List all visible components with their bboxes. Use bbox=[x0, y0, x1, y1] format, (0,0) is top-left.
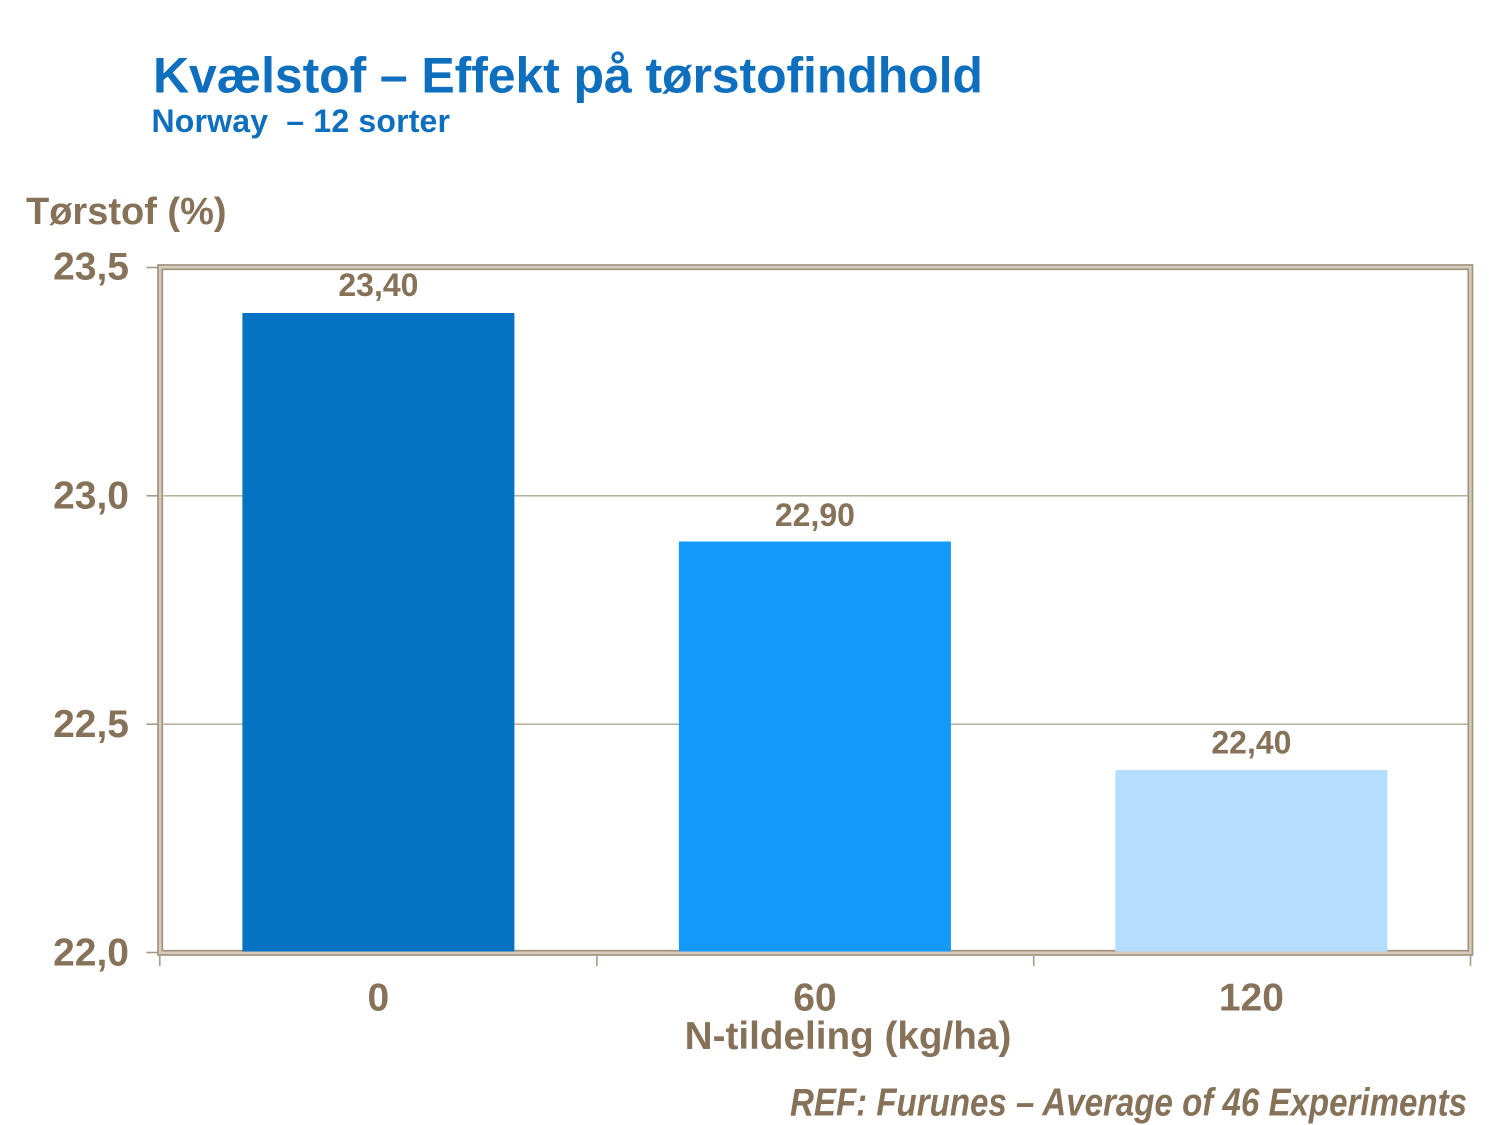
svg-text:23,0: 23,0 bbox=[53, 475, 129, 518]
svg-text:22,40: 22,40 bbox=[1211, 725, 1291, 761]
svg-text:23,40: 23,40 bbox=[338, 267, 418, 303]
svg-text:120: 120 bbox=[1219, 977, 1284, 1020]
svg-text:Tørstof (%): Tørstof (%) bbox=[26, 191, 227, 233]
svg-text:Norway – 12 sorter: Norway – 12 sorter bbox=[152, 103, 451, 139]
svg-text:22,0: 22,0 bbox=[53, 931, 129, 974]
svg-text:Kvælstof – Effekt på tørstofin: Kvælstof – Effekt på tørstofindhold bbox=[153, 48, 983, 104]
svg-text:22,5: 22,5 bbox=[53, 703, 129, 746]
svg-text:60: 60 bbox=[793, 977, 836, 1020]
svg-text:N-tildeling (kg/ha): N-tildeling (kg/ha) bbox=[685, 1015, 1012, 1058]
svg-text:23,5: 23,5 bbox=[53, 246, 129, 289]
svg-text:0: 0 bbox=[368, 977, 390, 1020]
svg-text:REF: Furunes – Average of 46 E: REF: Furunes – Average of 46 Experiments bbox=[790, 1082, 1467, 1125]
svg-text:22,90: 22,90 bbox=[775, 497, 855, 533]
